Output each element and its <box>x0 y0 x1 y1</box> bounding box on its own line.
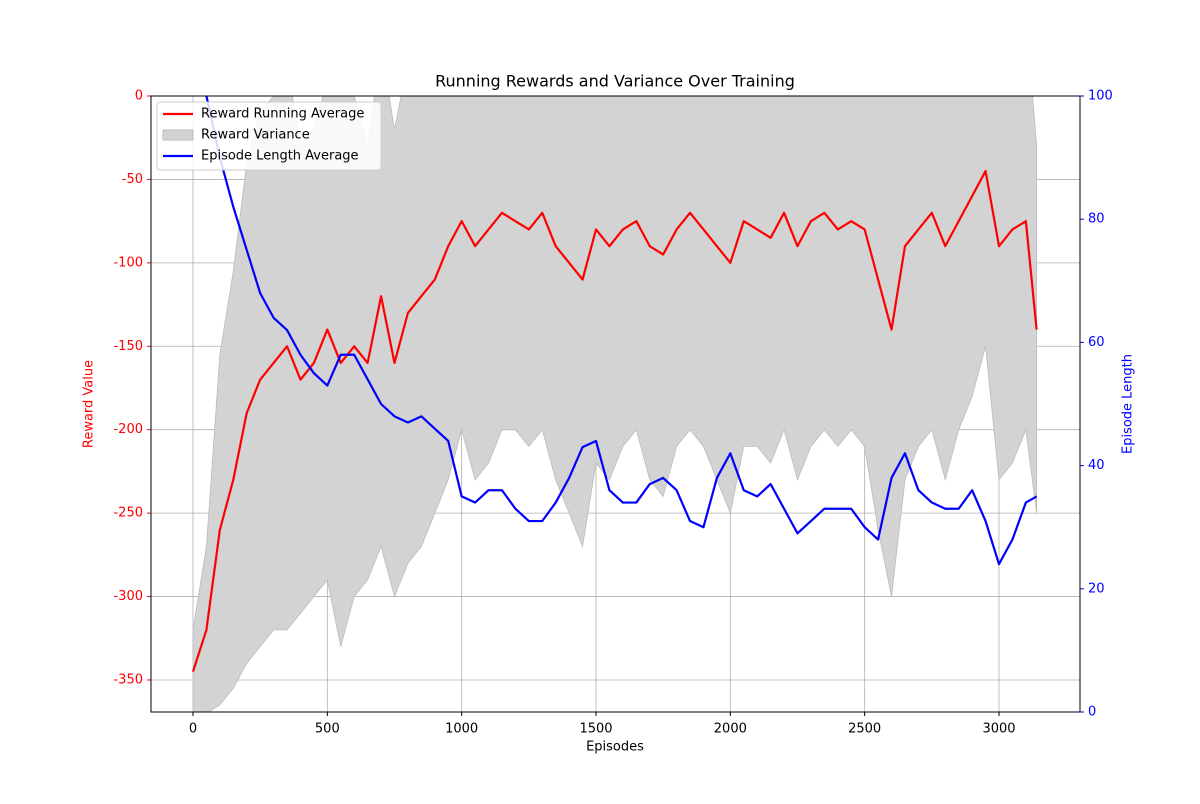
x-tick-label: 1000 <box>445 722 478 737</box>
legend-label: Reward Running Average <box>201 107 364 122</box>
x-tick-label: 2500 <box>848 722 881 737</box>
axes-frame <box>150 95 1081 713</box>
variance-band <box>192 96 1038 712</box>
y-tick-label: -100 <box>113 255 143 270</box>
y-tick-label: 0 <box>135 89 143 104</box>
y-tick-label: -200 <box>113 422 143 437</box>
y2-tick-label: 20 <box>1088 581 1105 596</box>
y-tick-label: -50 <box>122 172 143 187</box>
y-tick-label: -350 <box>113 672 143 687</box>
y2-tick-label: 0 <box>1088 705 1096 720</box>
x-tick-label: 1500 <box>579 722 612 737</box>
x-tick-label: 500 <box>315 722 340 737</box>
y-tick-label: -150 <box>113 339 143 354</box>
plot-area <box>191 96 1038 712</box>
x-tick-label: 0 <box>189 722 197 737</box>
y2-axis-label: Episode Length <box>1121 354 1136 454</box>
y-tick-label: -300 <box>113 589 143 604</box>
legend-label: Reward Variance <box>201 128 310 143</box>
series-line <box>191 169 1038 672</box>
legend-label: Episode Length Average <box>201 149 359 164</box>
y-axis-label: Reward Value <box>82 360 97 448</box>
series-line <box>205 96 1038 566</box>
x-tick-label: 3000 <box>982 722 1015 737</box>
y-tick-label: -250 <box>113 506 143 521</box>
y2-tick-label: 80 <box>1088 212 1105 227</box>
x-tick-label: 2000 <box>714 722 747 737</box>
legend-box <box>156 101 382 171</box>
x-axis-label: Episodes <box>586 740 644 755</box>
chart-title: Running Rewards and Variance Over Traini… <box>435 72 795 91</box>
y2-tick-label: 40 <box>1088 458 1105 473</box>
y2-tick-label: 60 <box>1088 335 1105 350</box>
legend-swatch <box>162 129 194 141</box>
y2-tick-label: 100 <box>1088 89 1113 104</box>
